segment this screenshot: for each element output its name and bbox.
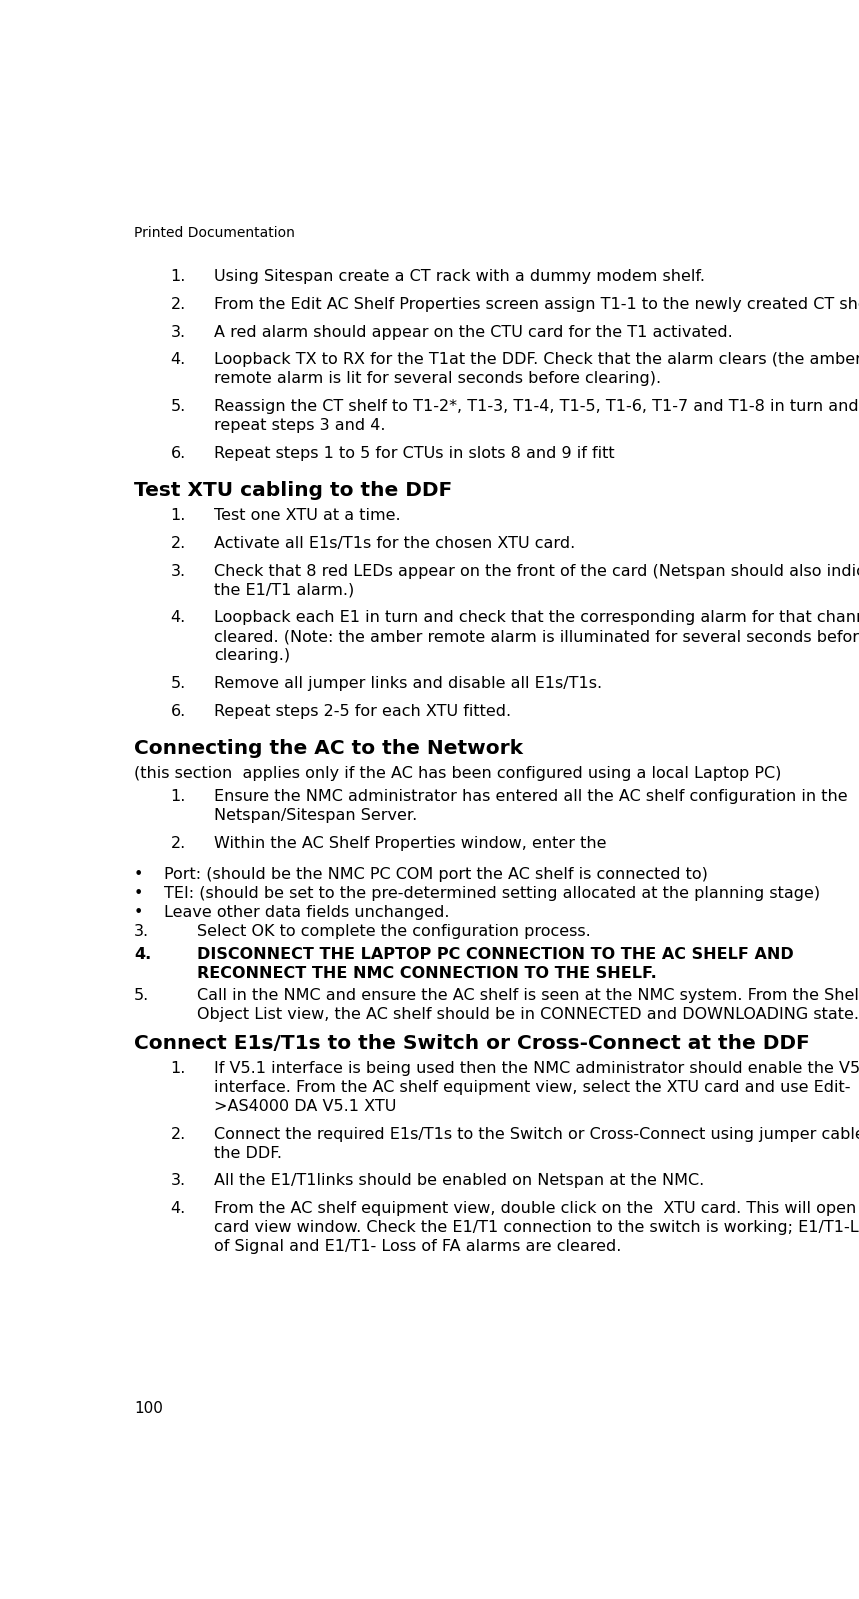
Text: 1.: 1. [171, 1060, 186, 1076]
Text: 1.: 1. [171, 788, 186, 804]
Text: >AS4000 DA V5.1 XTU: >AS4000 DA V5.1 XTU [214, 1099, 396, 1115]
Text: 2.: 2. [171, 297, 186, 312]
Text: Loopback each E1 in turn and check that the corresponding alarm for that channel: Loopback each E1 in turn and check that … [214, 611, 859, 625]
Text: Test one XTU at a time.: Test one XTU at a time. [214, 508, 400, 523]
Text: clearing.): clearing.) [214, 649, 290, 664]
Text: If V5.1 interface is being used then the NMC administrator should enable the V5.: If V5.1 interface is being used then the… [214, 1060, 859, 1076]
Text: 2.: 2. [171, 1127, 186, 1142]
Text: 4.: 4. [134, 947, 151, 961]
Text: Leave other data fields unchanged.: Leave other data fields unchanged. [164, 905, 449, 919]
Text: Repeat steps 1 to 5 for CTUs in slots 8 and 9 if fitt: Repeat steps 1 to 5 for CTUs in slots 8 … [214, 446, 614, 461]
Text: Select OK to complete the configuration process.: Select OK to complete the configuration … [198, 924, 591, 939]
Text: Connecting the AC to the Network: Connecting the AC to the Network [134, 739, 523, 758]
Text: Port: (should be the NMC PC COM port the AC shelf is connected to): Port: (should be the NMC PC COM port the… [164, 867, 708, 883]
Text: Reassign the CT shelf to T1-2*, T1-3, T1-4, T1-5, T1-6, T1-7 and T1-8 in turn an: Reassign the CT shelf to T1-2*, T1-3, T1… [214, 400, 858, 414]
Text: Repeat steps 2-5 for each XTU fitted.: Repeat steps 2-5 for each XTU fitted. [214, 704, 511, 720]
Text: Using Sitespan create a CT rack with a dummy modem shelf.: Using Sitespan create a CT rack with a d… [214, 269, 705, 285]
Text: 5.: 5. [171, 400, 186, 414]
Text: 3.: 3. [171, 1174, 186, 1188]
Text: interface. From the AC shelf equipment view, select the XTU card and use Edit-: interface. From the AC shelf equipment v… [214, 1079, 850, 1095]
Text: repeat steps 3 and 4.: repeat steps 3 and 4. [214, 419, 386, 433]
Text: 5.: 5. [134, 988, 149, 1003]
Text: 3.: 3. [134, 924, 149, 939]
Text: From the Edit AC Shelf Properties screen assign T1-1 to the newly created CT she: From the Edit AC Shelf Properties screen… [214, 297, 859, 312]
Text: the DDF.: the DDF. [214, 1145, 282, 1161]
Text: Object List view, the AC shelf should be in CONNECTED and DOWNLOADING state.: Object List view, the AC shelf should be… [198, 1007, 859, 1022]
Text: 1.: 1. [171, 269, 186, 285]
Text: 3.: 3. [171, 325, 186, 339]
Text: Netspan/Sitespan Server.: Netspan/Sitespan Server. [214, 807, 417, 823]
Text: 4.: 4. [171, 1201, 186, 1215]
Text: the E1/T1 alarm.): the E1/T1 alarm.) [214, 582, 354, 598]
Text: remote alarm is lit for several seconds before clearing).: remote alarm is lit for several seconds … [214, 371, 661, 387]
Text: Ensure the NMC administrator has entered all the AC shelf configuration in the: Ensure the NMC administrator has entered… [214, 788, 848, 804]
Text: Within the AC Shelf Properties window, enter the: Within the AC Shelf Properties window, e… [214, 836, 606, 851]
Text: 100: 100 [134, 1401, 163, 1417]
Text: 4.: 4. [171, 352, 186, 368]
Text: Call in the NMC and ensure the AC shelf is seen at the NMC system. From the Shel: Call in the NMC and ensure the AC shelf … [198, 988, 859, 1003]
Text: DISCONNECT THE LAPTOP PC CONNECTION TO THE AC SHELF AND: DISCONNECT THE LAPTOP PC CONNECTION TO T… [198, 947, 794, 961]
Text: All the E1/T1links should be enabled on Netspan at the NMC.: All the E1/T1links should be enabled on … [214, 1174, 704, 1188]
Text: Activate all E1s/T1s for the chosen XTU card.: Activate all E1s/T1s for the chosen XTU … [214, 536, 576, 552]
Text: •: • [134, 867, 143, 883]
Text: Connect E1s/T1s to the Switch or Cross-Connect at the DDF: Connect E1s/T1s to the Switch or Cross-C… [134, 1035, 810, 1052]
Text: 1.: 1. [171, 508, 186, 523]
Text: cleared. (Note: the amber remote alarm is illuminated for several seconds before: cleared. (Note: the amber remote alarm i… [214, 630, 859, 644]
Text: of Signal and E1/T1- Loss of FA alarms are cleared.: of Signal and E1/T1- Loss of FA alarms a… [214, 1239, 621, 1254]
Text: 6.: 6. [171, 446, 186, 461]
Text: 2.: 2. [171, 836, 186, 851]
Text: Test XTU cabling to the DDF: Test XTU cabling to the DDF [134, 481, 452, 500]
Text: 2.: 2. [171, 536, 186, 552]
Text: Loopback TX to RX for the T1at the DDF. Check that the alarm clears (the amber: Loopback TX to RX for the T1at the DDF. … [214, 352, 859, 368]
Text: (this section  applies only if the AC has been configured using a local Laptop P: (this section applies only if the AC has… [134, 766, 782, 782]
Text: •: • [134, 905, 143, 919]
Text: 6.: 6. [171, 704, 186, 720]
Text: 3.: 3. [171, 563, 186, 579]
Text: Printed Documentation: Printed Documentation [134, 227, 295, 240]
Text: 5.: 5. [171, 676, 186, 691]
Text: Check that 8 red LEDs appear on the front of the card (Netspan should also indic: Check that 8 red LEDs appear on the fron… [214, 563, 859, 579]
Text: •: • [134, 886, 143, 900]
Text: TEI: (should be set to the pre-determined setting allocated at the planning stag: TEI: (should be set to the pre-determine… [164, 886, 820, 900]
Text: A red alarm should appear on the CTU card for the T1 activated.: A red alarm should appear on the CTU car… [214, 325, 733, 339]
Text: 4.: 4. [171, 611, 186, 625]
Text: Connect the required E1s/T1s to the Switch or Cross-Connect using jumper cables : Connect the required E1s/T1s to the Swit… [214, 1127, 859, 1142]
Text: card view window. Check the E1/T1 connection to the switch is working; E1/T1-Los: card view window. Check the E1/T1 connec… [214, 1220, 859, 1234]
Text: Remove all jumper links and disable all E1s/T1s.: Remove all jumper links and disable all … [214, 676, 602, 691]
Text: RECONNECT THE NMC CONNECTION TO THE SHELF.: RECONNECT THE NMC CONNECTION TO THE SHEL… [198, 966, 657, 980]
Text: From the AC shelf equipment view, double click on the  XTU card. This will open : From the AC shelf equipment view, double… [214, 1201, 859, 1215]
